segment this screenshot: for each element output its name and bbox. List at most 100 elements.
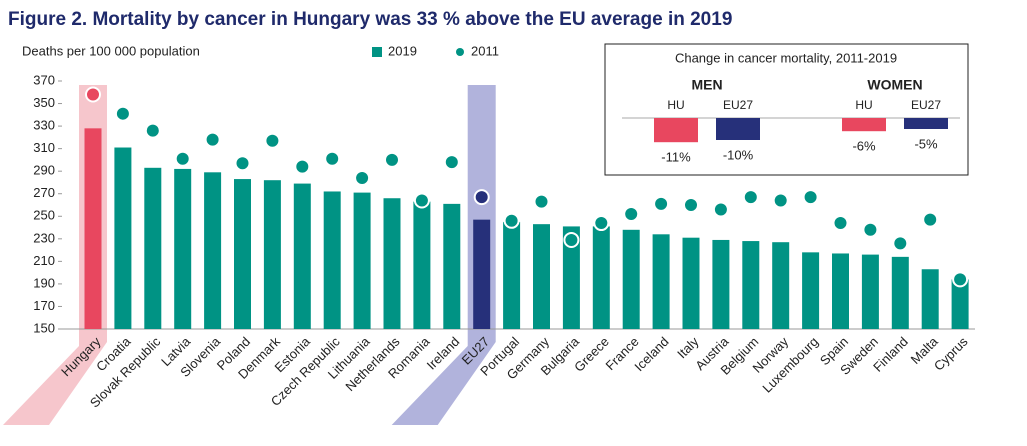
bar [353,192,371,329]
dot [742,189,759,206]
dot [354,169,371,186]
x-tick-label: Cyprus [931,334,971,374]
bar [234,179,251,329]
legend-marker [372,47,382,57]
dot [384,151,400,168]
bar [323,191,341,329]
y-tick-label: 170 [33,298,55,313]
bar [921,269,939,329]
bar [891,256,909,329]
bar [652,234,670,329]
inset-bar [716,118,760,140]
bar [592,226,610,329]
y-tick-label: 250 [33,208,55,223]
dot [892,235,909,252]
dot [653,195,670,212]
dot [234,155,251,172]
y-axis-label: Deaths per 100 000 population [22,43,200,58]
dot [204,131,221,148]
inset-category: EU27 [723,98,753,112]
dot [324,150,341,167]
dot [443,154,460,171]
inset-value-label: -10% [723,147,754,162]
bar [383,198,401,329]
legend-marker [456,48,464,56]
highlight-band [391,85,496,425]
dot [563,231,580,248]
bar [204,172,222,329]
dot [144,122,161,139]
dot [832,215,849,232]
dot [473,189,490,206]
dot [294,158,311,175]
inset-group-label: WOMEN [867,77,922,93]
legend-label: 2019 [388,43,417,58]
dot [683,197,699,213]
inset-title: Change in cancer mortality, 2011-2019 [675,50,897,65]
inset-category: HU [667,98,684,112]
dot [922,211,939,228]
inset-box [604,43,969,176]
x-tick-label: Iceland [631,334,671,374]
dot [533,193,550,210]
y-tick-label: 230 [33,230,55,245]
inset-value-label: -6% [852,139,876,154]
y-tick-label: 350 [33,95,55,110]
bar [503,221,521,329]
inset-value-label: -11% [661,150,691,165]
bar [84,128,102,329]
bar [742,241,760,329]
bar [622,229,640,329]
bar [712,239,730,329]
inset-bar [654,118,698,143]
dot [114,105,131,122]
dot [503,212,520,229]
chart-title: Figure 2. Mortality by cancer in Hungary… [8,9,732,30]
bar [114,147,132,329]
inset-bar [842,118,886,132]
y-tick-label: 270 [33,185,55,200]
bar [144,167,162,329]
bar [293,183,311,329]
y-tick-label: 370 [33,72,55,87]
dot [952,271,969,288]
bar [533,224,550,329]
dot [85,86,101,103]
bar [443,203,461,329]
inset-category: EU27 [911,98,941,112]
bar [562,226,580,329]
bar [802,252,820,329]
bar [473,219,491,329]
bar [772,242,790,329]
inset-category: HU [855,98,872,112]
bar [832,253,849,329]
bar [174,168,192,329]
bar [951,279,969,329]
dot [174,150,191,167]
inset-group-label: MEN [691,77,722,93]
y-tick-label: 290 [33,163,55,178]
dot [772,192,789,209]
bar [861,254,879,329]
highlight-band [3,85,107,425]
y-tick-label: 150 [33,320,55,335]
dot [802,189,819,206]
dot [712,201,729,218]
y-tick-label: 210 [33,253,55,268]
inset-value-label: -5% [914,136,938,151]
bar [682,237,700,329]
dot [264,132,281,149]
bar [263,180,281,329]
dot [862,221,879,238]
legend-label: 2011 [471,43,499,58]
highlight-bands [3,85,496,425]
dot [413,192,430,209]
y-tick-label: 190 [33,275,55,290]
y-tick-label: 310 [33,140,55,155]
y-tick-label: 330 [33,118,55,133]
inset-bar [904,118,948,129]
bar [413,201,431,329]
dot [593,215,610,232]
dot [623,206,640,223]
